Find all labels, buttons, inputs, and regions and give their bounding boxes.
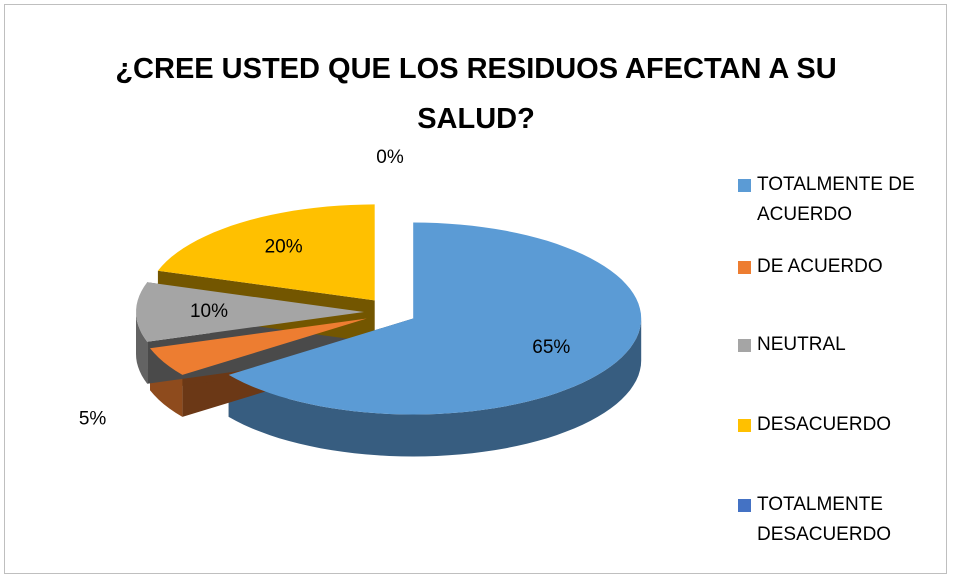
legend-label: NEUTRAL [757, 334, 846, 355]
slice [136, 282, 364, 342]
legend-swatch [738, 179, 751, 192]
legend-swatch [738, 339, 751, 352]
data-label: 20% [265, 237, 303, 258]
legend-label: TOTALMENTE DESACUERDO [757, 494, 892, 545]
slice [157, 204, 375, 301]
legend-label: DE ACUERDO [757, 256, 883, 277]
slice [228, 222, 642, 415]
slice-side [228, 318, 642, 457]
data-label: 5% [79, 408, 107, 429]
legend-label: DESACUERDO [757, 414, 892, 435]
data-label: 0% [376, 147, 404, 168]
legend-swatch [738, 419, 751, 432]
slice-side [136, 312, 148, 384]
chart-title: ¿CREE USTED QUE LOS RESIDUOS AFECTAN A S… [115, 53, 837, 135]
data-label: 10% [190, 301, 228, 322]
chart-border [4, 4, 947, 574]
legend-label: TOTALMENTE DE ACUERDO [757, 174, 915, 225]
legend-swatch [738, 499, 751, 512]
data-label: 65% [532, 337, 570, 358]
slice [150, 318, 367, 375]
legend-swatch [738, 261, 751, 274]
